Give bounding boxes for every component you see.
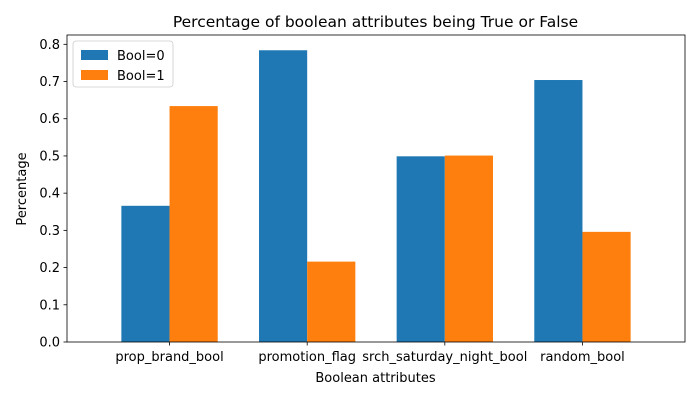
y-tick-label: 0.7 — [39, 75, 60, 90]
y-tick-label: 0.5 — [39, 149, 60, 164]
bar-prop_brand_bool-series-1 — [169, 106, 218, 342]
y-tick-label: 0.3 — [39, 224, 60, 239]
legend-label: Bool=0 — [117, 49, 165, 64]
y-tick-label: 0.2 — [39, 261, 60, 276]
y-tick-label: 0.4 — [39, 187, 60, 202]
bar-srch_saturday_night_bool-series-0 — [396, 156, 445, 342]
x-tick-label: prop_brand_bool — [115, 350, 223, 365]
bar-promotion_flag-series-0 — [259, 50, 308, 343]
x-tick-label: srch_saturday_night_bool — [362, 350, 527, 365]
axes-frame — [66, 34, 686, 343]
bar-random_bool-series-0 — [534, 80, 583, 342]
bar-srch_saturday_night_bool-series-1 — [444, 155, 493, 342]
y-axis-title: Percentage — [15, 152, 30, 225]
plot-area: 0.0 0.1 0.2 0.3 0.4 0.5 0.6 0.7 0.8 prop_brand_bo… — [39, 34, 686, 365]
x-tick-label: promotion_flag — [258, 350, 356, 365]
legend: Bool=0 Bool=1 — [72, 40, 174, 88]
y-tick-label: 0.0 — [39, 336, 60, 351]
y-tick-label: 0.8 — [39, 38, 60, 53]
bar-prop_brand_bool-series-0 — [121, 205, 170, 342]
x-axis-title: Boolean attributes — [315, 371, 435, 386]
y-tick-label: 0.1 — [39, 298, 60, 313]
legend-swatch-1 — [81, 70, 108, 80]
y-tick-label: 0.6 — [39, 112, 60, 127]
legend-swatch-0 — [81, 50, 108, 60]
bar-random_bool-series-1 — [582, 231, 631, 342]
legend-label: Bool=1 — [117, 69, 165, 84]
chart-title: Percentage of boolean attributes being T… — [173, 13, 578, 31]
x-tick-label: random_bool — [540, 350, 625, 365]
bar-promotion_flag-series-1 — [307, 261, 356, 342]
